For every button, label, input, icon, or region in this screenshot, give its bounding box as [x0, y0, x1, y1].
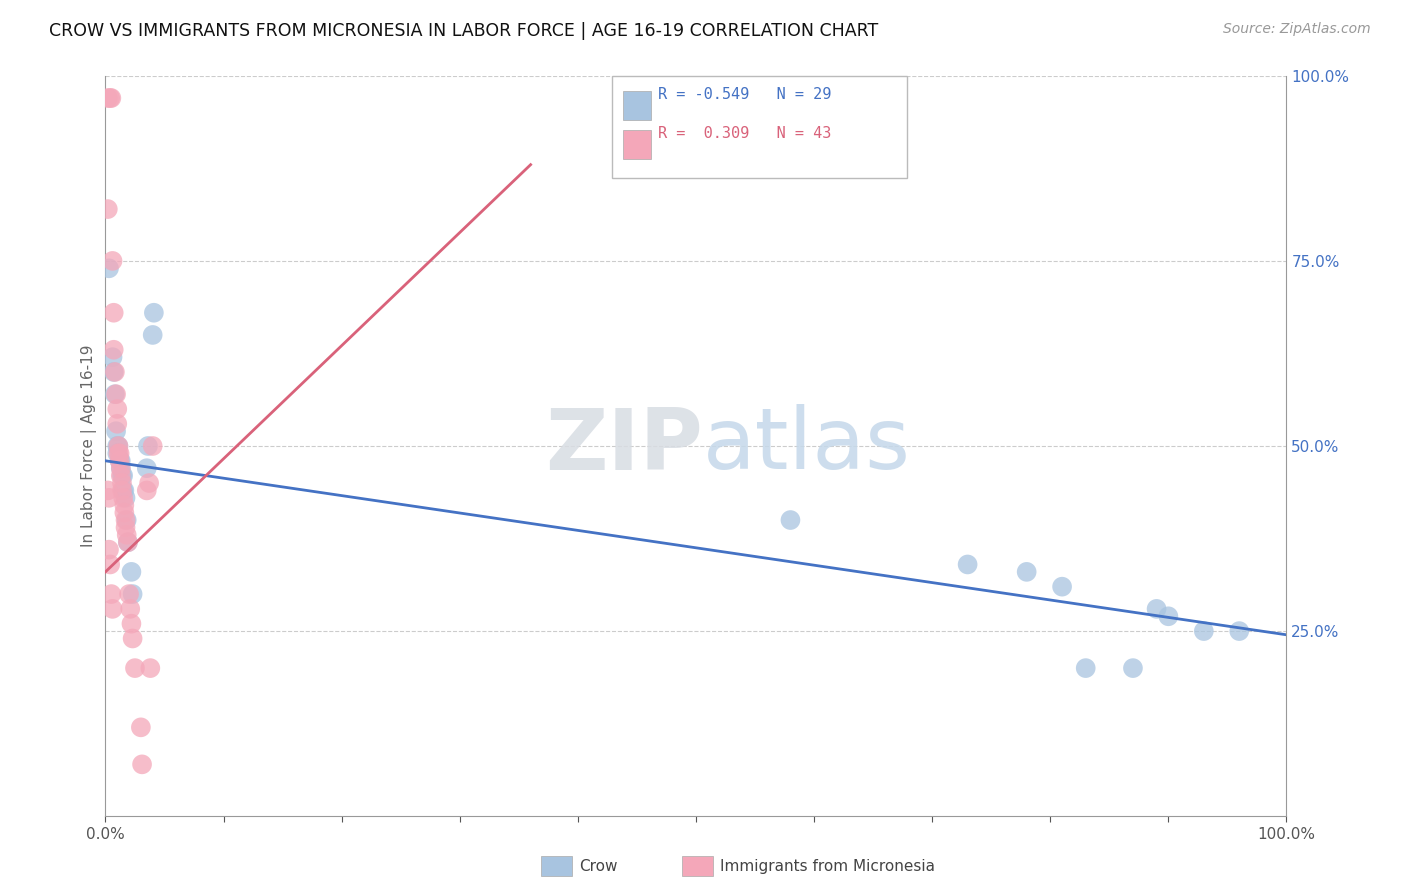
Point [103, 343, 125, 357]
Point [117, 535, 139, 549]
Text: Source: ZipAtlas.com: Source: ZipAtlas.com [1223, 22, 1371, 37]
Point [97, 202, 120, 216]
Point [98, 491, 121, 505]
Point [105, 387, 128, 401]
Point [117, 535, 139, 549]
Point [108, 446, 131, 460]
Point [98, 558, 121, 572]
Point [111, 468, 134, 483]
Point [138, 475, 160, 490]
Point [111, 475, 134, 490]
Point [112, 506, 135, 520]
Point [100, 91, 122, 105]
Point [101, 602, 124, 616]
Point [112, 498, 135, 512]
Point [118, 587, 141, 601]
Point [114, 520, 136, 534]
Point [103, 306, 125, 320]
Point [112, 483, 135, 498]
Point [779, 513, 801, 527]
Point [142, 306, 165, 320]
Text: CROW VS IMMIGRANTS FROM MICRONESIA IN LABOR FORCE | AGE 16-19 CORRELATION CHART: CROW VS IMMIGRANTS FROM MICRONESIA IN LA… [49, 22, 879, 40]
Point [135, 483, 157, 498]
Point [105, 424, 128, 438]
Point [105, 446, 128, 460]
Point [97, 483, 120, 498]
Point [107, 439, 129, 453]
Point [1192, 624, 1215, 639]
Point [105, 439, 128, 453]
Point [142, 439, 165, 453]
Point [108, 454, 131, 468]
Point [1227, 624, 1250, 639]
Point [114, 491, 136, 505]
Point [107, 446, 129, 460]
Point [110, 468, 132, 483]
Point [139, 661, 162, 675]
Point [136, 439, 159, 453]
Point [105, 401, 128, 416]
Point [100, 587, 122, 601]
Point [1050, 580, 1073, 594]
Point [112, 491, 135, 505]
Point [103, 365, 125, 379]
Point [120, 602, 142, 616]
Text: R =  0.309   N = 43: R = 0.309 N = 43 [658, 127, 831, 141]
Point [131, 757, 153, 772]
Point [1146, 602, 1168, 616]
Text: Immigrants from Micronesia: Immigrants from Micronesia [720, 859, 935, 873]
Point [98, 261, 121, 276]
Point [115, 528, 138, 542]
Point [112, 483, 135, 498]
Point [107, 439, 129, 453]
Point [111, 483, 134, 498]
Point [120, 616, 142, 631]
Point [105, 417, 128, 431]
Point [142, 327, 165, 342]
Text: ZIP: ZIP [546, 404, 703, 488]
Text: R = -0.549   N = 29: R = -0.549 N = 29 [658, 87, 831, 102]
Point [97, 91, 120, 105]
Point [108, 454, 131, 468]
Point [104, 365, 127, 379]
Point [124, 661, 146, 675]
Point [1122, 661, 1144, 675]
Point [110, 461, 132, 475]
Y-axis label: In Labor Force | Age 16-19: In Labor Force | Age 16-19 [82, 344, 97, 548]
Point [1074, 661, 1097, 675]
Point [112, 468, 135, 483]
Point [121, 632, 143, 646]
Point [135, 461, 157, 475]
Point [98, 542, 121, 557]
Point [956, 558, 979, 572]
Point [1157, 609, 1180, 624]
Point [110, 454, 132, 468]
Point [104, 387, 127, 401]
Point [129, 720, 152, 734]
Text: Crow: Crow [579, 859, 617, 873]
Point [101, 253, 124, 268]
Point [98, 91, 121, 105]
Point [121, 587, 143, 601]
Text: atlas: atlas [703, 404, 911, 488]
Point [110, 461, 132, 475]
Point [120, 565, 142, 579]
Point [114, 513, 136, 527]
Point [101, 350, 124, 364]
Point [115, 513, 138, 527]
Point [1015, 565, 1038, 579]
